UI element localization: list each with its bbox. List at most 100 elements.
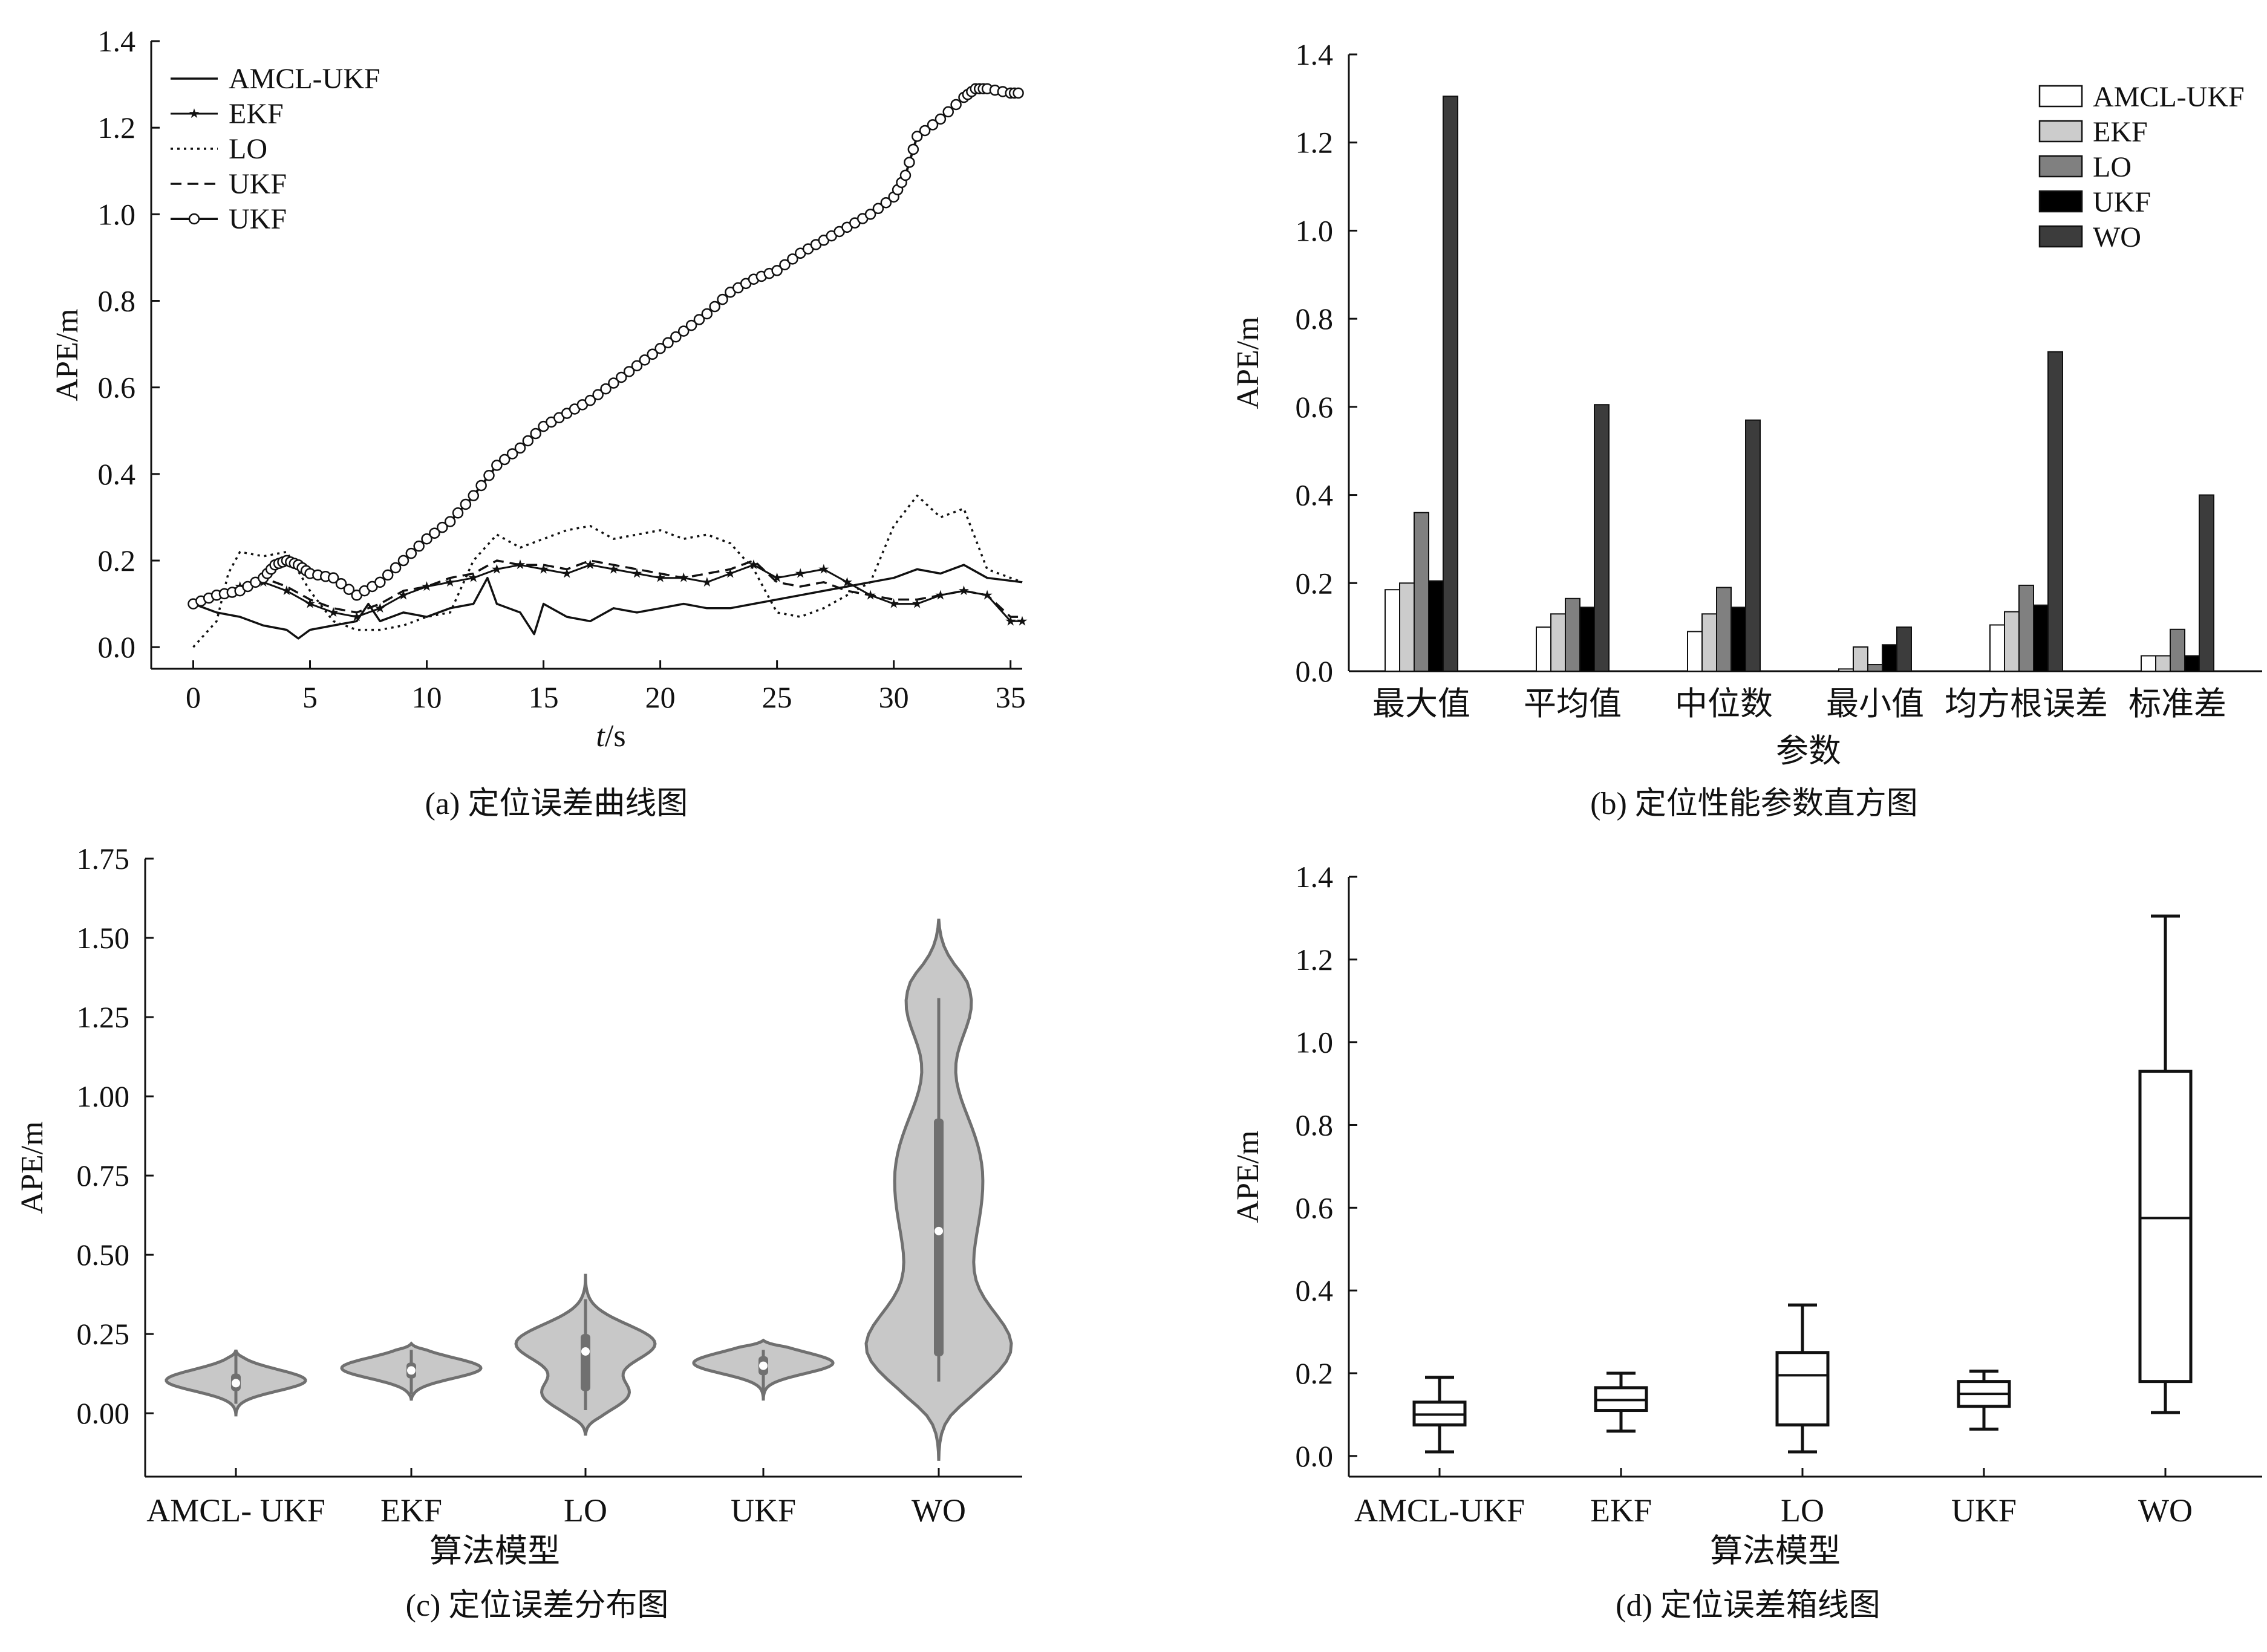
panel-a-ukf-circle-marker <box>343 584 355 596</box>
panel-a-ukf-circle-marker <box>787 253 798 265</box>
panel-b-category-label: 标准差 <box>2128 686 2226 722</box>
panel-b-bar <box>1745 419 1761 672</box>
panel-a-ukf-circle-marker <box>942 106 954 118</box>
panel-a-ukf-circle-marker <box>616 371 627 383</box>
panel-b-bar <box>2155 655 2171 672</box>
panel-b-bar <box>2004 611 2020 672</box>
panel-d-box <box>1775 1351 1830 1426</box>
panel-a-ekf-star-marker: ★ <box>491 561 503 576</box>
panel-b-bar <box>1853 646 1868 672</box>
panel-a-ekf-star-marker: ★ <box>584 557 596 572</box>
panel-a-ekf-star-marker: ★ <box>771 570 783 585</box>
panel-a-ukf-circle-marker <box>880 197 892 209</box>
panel-b-bar <box>1687 631 1703 672</box>
panel-a-ukf-circle-marker <box>530 428 541 440</box>
panel-c-violin-iqr <box>581 1334 590 1391</box>
panel-a-ukf-circle-marker <box>935 113 947 125</box>
panel-b-bar <box>2184 655 2200 672</box>
panel-b-xlabel: 参数 <box>1776 733 1841 769</box>
panel-d-ylabel: APE/m <box>1231 1130 1265 1223</box>
panel-a-xtick-label: 30 <box>879 680 909 714</box>
panel-d-ytick-label: 1.2 <box>1296 943 1334 977</box>
panel-a-ukf-circle-marker <box>608 377 619 389</box>
panel-a-ytick-label: 1.0 <box>98 197 136 231</box>
panel-a-legend-label: AMCL-UKF <box>229 63 380 95</box>
panel-b-ytick-label: 1.0 <box>1296 213 1334 247</box>
panel-b-category-label: 最小值 <box>1826 686 1924 722</box>
panel-a-ukf-circle-marker <box>444 516 456 527</box>
panel-a-ukf-circle-marker <box>335 577 347 590</box>
panel-a-ukf-circle-marker <box>522 435 534 447</box>
panel-a-ukf-circle-marker <box>405 547 417 559</box>
panel-b-ytick-label: 1.4 <box>1296 37 1334 71</box>
panel-a-ekf-star-marker: ★ <box>538 561 550 576</box>
panel-a-series-solid-line <box>192 564 1023 640</box>
panel-a-legend-label: UKF <box>229 203 287 235</box>
panel-a-ukf-circle-marker <box>701 308 713 320</box>
panel-a-ukf-circle-marker <box>327 572 339 584</box>
panel-b-ytick-label: 0.2 <box>1296 566 1334 600</box>
panel-a-xtick-label: 5 <box>302 680 318 714</box>
panel-c-violin-iqr <box>934 1118 944 1356</box>
panel-b-bar <box>1701 613 1717 672</box>
panel-c-violin-median <box>935 1226 943 1235</box>
panel-b-legend-label: LO <box>2093 151 2132 183</box>
panel-a-ukf-circle-marker <box>506 448 518 460</box>
panel-b-bar <box>1428 580 1444 672</box>
panel-a-ukf-circle-marker <box>685 319 697 331</box>
panel-a-ytick-label: 0.8 <box>98 284 136 318</box>
panel-b-legend-label: EKF <box>2093 116 2148 148</box>
panel-b-legend-swatch <box>2038 120 2083 143</box>
panel-d-ytick-label: 0.2 <box>1296 1356 1334 1390</box>
panel-a-ekf-star-marker: ★ <box>958 583 970 598</box>
panel-a-ukf-circle-marker <box>899 169 912 181</box>
panel-a-series-dotted-line <box>192 494 1023 648</box>
panel-a-legend-circle-marker <box>188 213 200 225</box>
panel-a-ukf-circle-marker <box>584 394 596 406</box>
panel-a-ukf-circle-marker <box>623 366 635 377</box>
panel-a-ukf-circle-marker <box>413 540 425 552</box>
panel-b-bar <box>1730 606 1746 672</box>
panel-b-legend-label: UKF <box>2093 186 2151 218</box>
panel-a-ukf-circle-marker <box>670 331 682 343</box>
panel-b-bar <box>1385 589 1400 672</box>
panel-d-category-label: WO <box>2138 1492 2193 1529</box>
panel-a-ukf-circle-marker <box>592 389 604 400</box>
panel-c-ytick-label: 1.75 <box>77 842 130 876</box>
panel-d-category-label: LO <box>1781 1492 1824 1529</box>
panel-b-bar <box>2033 604 2049 672</box>
panel-a-ukf-circle-marker <box>654 343 666 354</box>
panel-b-ytick-label: 0.6 <box>1296 390 1334 424</box>
panel-b-bar <box>2170 628 2185 672</box>
panel-a-ukf-circle-marker <box>429 527 440 539</box>
panel-c-category-label: WO <box>912 1492 966 1529</box>
panel-a-ukf-circle-marker <box>374 576 386 588</box>
panel-b-category-label: 平均值 <box>1524 686 1622 722</box>
panel-a-ekf-star-marker: ★ <box>701 574 713 590</box>
panel-b-bar <box>1579 606 1595 672</box>
panel-a-ukf-circle-marker <box>639 354 651 366</box>
panel-a-ytick-label: 1.4 <box>98 24 136 58</box>
panel-a-ukf-circle-marker <box>1013 87 1024 99</box>
panel-a-xlabel: t/s <box>596 719 625 753</box>
panel-a-ukf-circle-marker <box>950 99 962 111</box>
panel-b-bar <box>1867 664 1883 672</box>
panel-c-category-label: LO <box>564 1492 607 1529</box>
panel-b-bar <box>1594 404 1610 672</box>
panel-b-ytick-label: 1.2 <box>1296 126 1334 160</box>
panel-c-category-label: EKF <box>380 1492 442 1529</box>
panel-a-ukf-circle-marker <box>904 157 915 168</box>
panel-a-ukf-circle-marker <box>475 480 487 492</box>
panel-c-ytick-label: 0.50 <box>77 1238 130 1272</box>
panel-b-bar <box>1414 512 1429 672</box>
panel-d-ytick-label: 0.4 <box>1296 1273 1334 1307</box>
panel-c-ytick-label: 1.50 <box>77 921 130 955</box>
panel-c-category-label: UKF <box>731 1492 796 1529</box>
panel-a-xtick-label: 20 <box>645 680 676 714</box>
panel-b-category-label: 中位数 <box>1675 686 1773 722</box>
panel-a-series-dashed-line <box>192 559 1022 618</box>
panel-a-ytick-label: 0.6 <box>98 371 136 405</box>
panel-b-bar <box>1550 613 1566 672</box>
panel-c-category-label: AMCL- UKF <box>146 1492 325 1529</box>
panel-b-bar <box>1989 624 2005 672</box>
